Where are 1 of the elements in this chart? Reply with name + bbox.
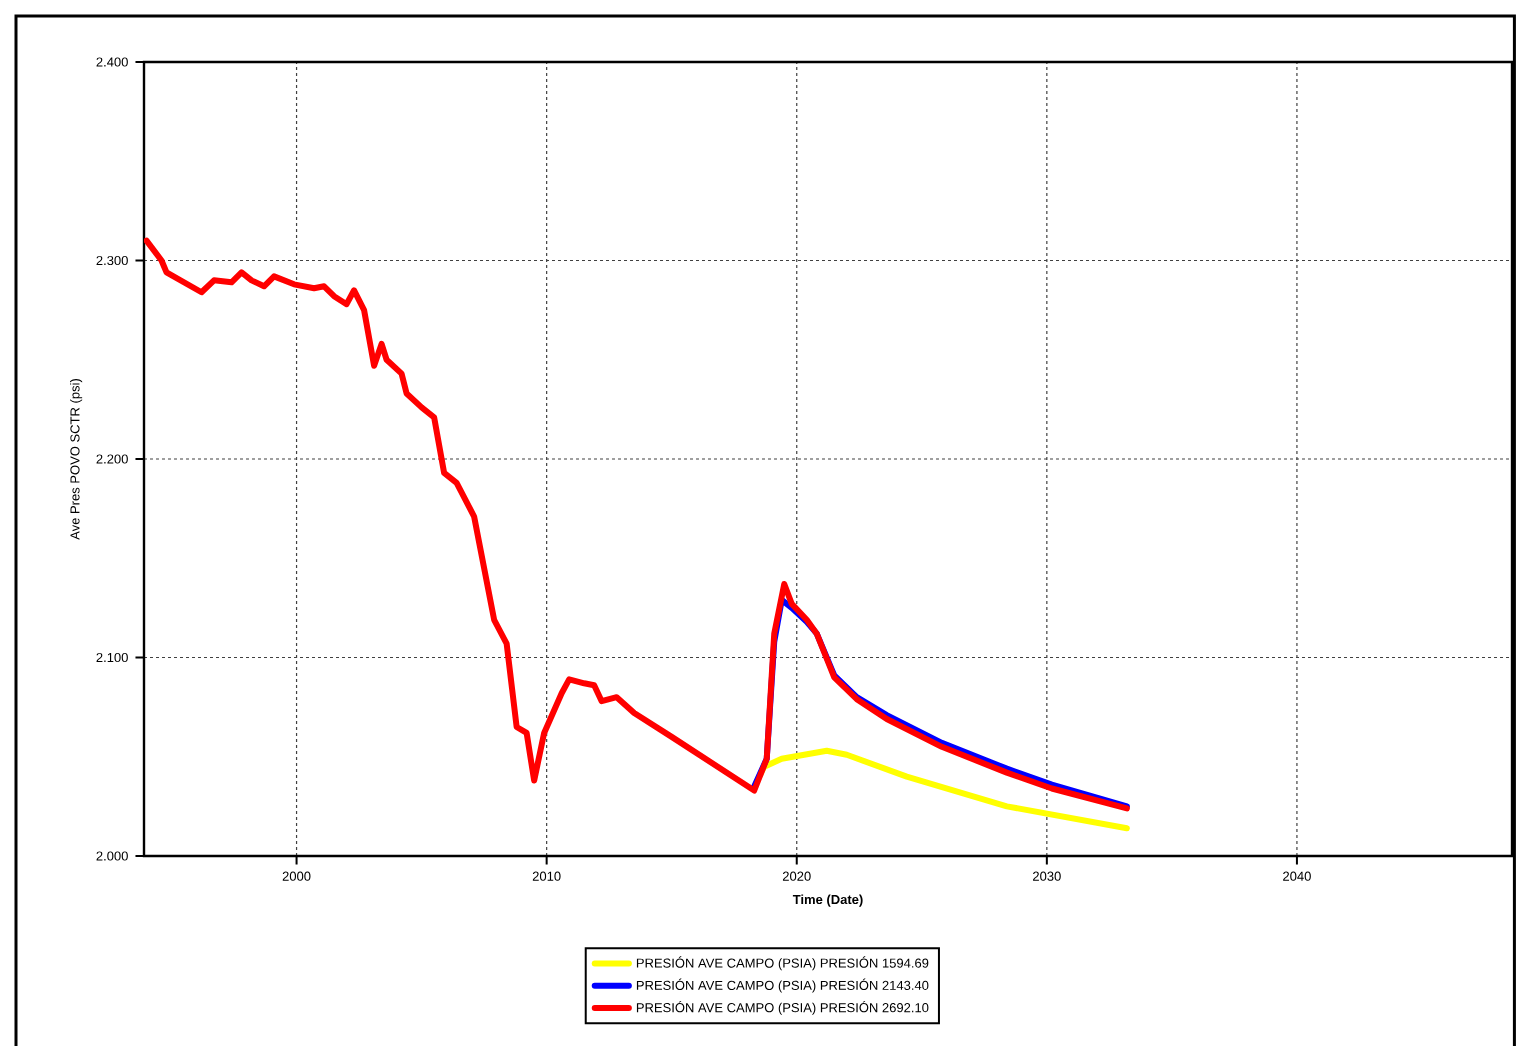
- line-series: [144, 237, 1130, 812]
